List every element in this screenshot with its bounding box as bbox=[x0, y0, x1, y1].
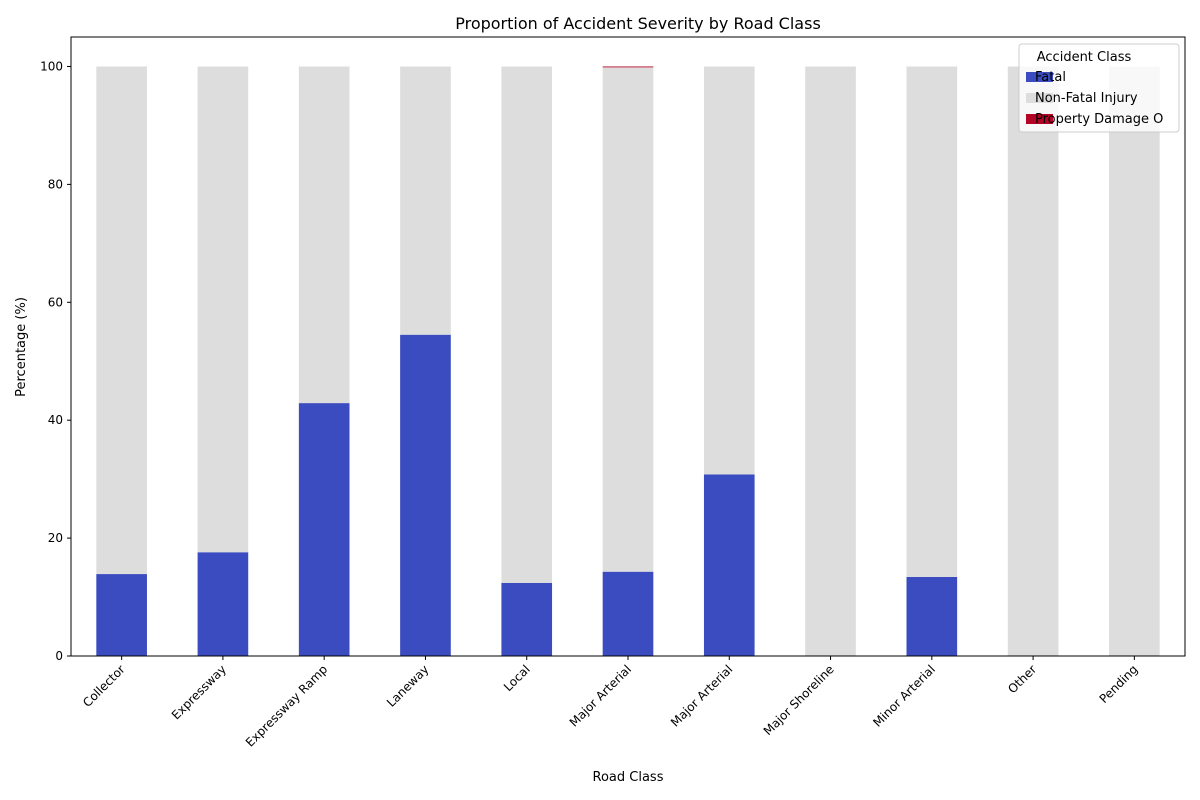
x-tick-label: Major Shoreline bbox=[761, 662, 837, 738]
y-axis: 0 20 40 60 80 100 bbox=[40, 59, 71, 663]
bar-fatal-5 bbox=[602, 571, 654, 656]
bar-property-damage-o-5 bbox=[602, 66, 654, 68]
bar-non-fatal-injury-5 bbox=[602, 67, 654, 572]
bar-fatal-0 bbox=[96, 574, 147, 656]
x-tick-label: Collector bbox=[80, 662, 128, 710]
bars-layer bbox=[96, 66, 1160, 656]
bar-fatal-3 bbox=[400, 334, 451, 656]
bar-non-fatal-injury-2 bbox=[298, 66, 350, 404]
chart-title: Proportion of Accident Severity by Road … bbox=[455, 14, 821, 33]
y-tick-label: 40 bbox=[48, 413, 63, 427]
legend-entry-label: Property Damage O bbox=[1035, 112, 1163, 127]
x-tick-label: Major Arterial bbox=[567, 662, 634, 729]
bar-non-fatal-injury-8 bbox=[906, 66, 958, 578]
y-tick-label: 60 bbox=[48, 295, 63, 309]
bar-non-fatal-injury-6 bbox=[703, 66, 755, 475]
x-tick-label: Expressway Ramp bbox=[243, 662, 330, 749]
bar-non-fatal-injury-9 bbox=[1007, 66, 1059, 656]
bar-fatal-1 bbox=[197, 552, 249, 656]
legend-swatch bbox=[1026, 93, 1053, 103]
x-axis: Collector Expressway Expressway Ramp Lanewa… bbox=[80, 656, 1140, 750]
y-tick-label: 80 bbox=[48, 177, 63, 191]
bar-fatal-4 bbox=[501, 582, 553, 656]
bar-non-fatal-injury-3 bbox=[400, 66, 451, 335]
bar-non-fatal-injury-10 bbox=[1109, 66, 1160, 656]
legend-swatch bbox=[1026, 72, 1053, 82]
bar-non-fatal-injury-7 bbox=[805, 66, 856, 656]
x-tick-label: Laneway bbox=[384, 662, 432, 710]
legend-frame bbox=[1018, 43, 1180, 133]
x-tick-label: Major Arterial bbox=[668, 662, 735, 729]
y-tick-label: 0 bbox=[55, 649, 63, 663]
bar-non-fatal-injury-4 bbox=[501, 66, 553, 583]
x-tick-label: Expressway bbox=[169, 662, 229, 722]
bar-fatal-6 bbox=[703, 474, 755, 656]
x-tick-label: Minor Arterial bbox=[870, 662, 938, 730]
legend-swatch bbox=[1026, 114, 1053, 124]
legend: Accident Class Fatal Non-Fatal Injury Prop… bbox=[1018, 43, 1180, 133]
x-tick-label: Local bbox=[501, 662, 533, 694]
x-tick-label: Pending bbox=[1097, 662, 1141, 706]
x-axis-label: Road Class bbox=[593, 770, 664, 785]
legend-entry-label: Non-Fatal Injury bbox=[1035, 91, 1138, 106]
bar-fatal-8 bbox=[906, 577, 958, 656]
y-tick-label: 20 bbox=[48, 531, 63, 545]
x-tick-label: Other bbox=[1005, 662, 1039, 696]
legend-items: Fatal Non-Fatal Injury Property Damage O bbox=[1026, 70, 1163, 127]
bar-fatal-2 bbox=[298, 403, 350, 656]
y-axis-label: Percentage (%) bbox=[14, 297, 29, 397]
y-tick-label: 100 bbox=[40, 59, 63, 73]
bar-non-fatal-injury-1 bbox=[197, 66, 249, 553]
bar-non-fatal-injury-0 bbox=[96, 66, 147, 575]
legend-title: Accident Class bbox=[1037, 50, 1132, 65]
legend-entry-label: Fatal bbox=[1035, 70, 1066, 85]
